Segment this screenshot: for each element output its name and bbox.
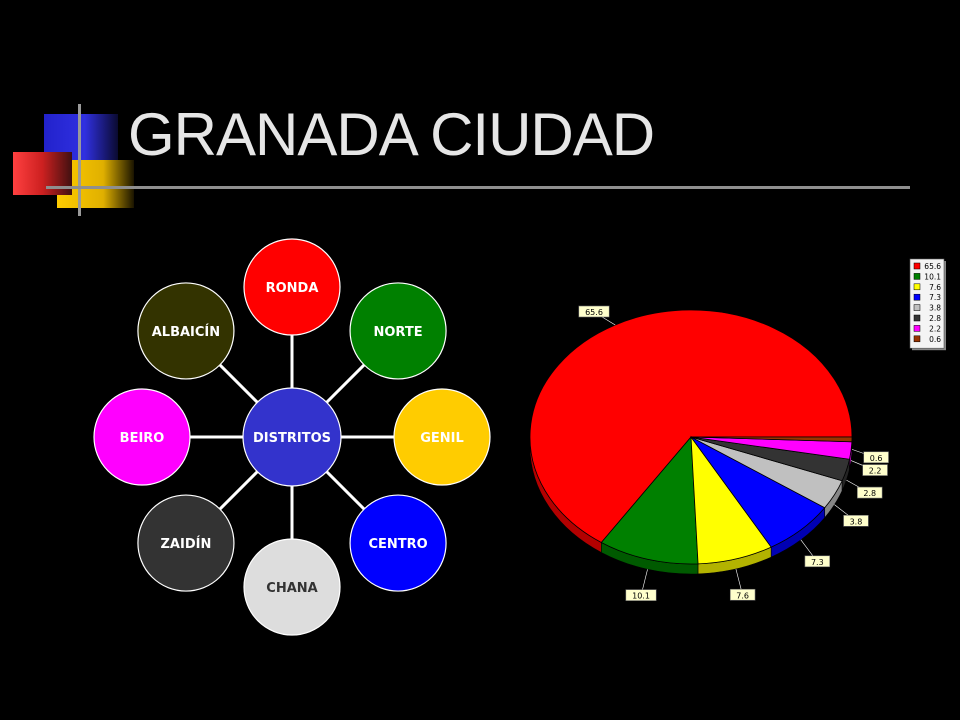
label-box xyxy=(862,464,888,476)
label-box xyxy=(729,588,756,601)
chart-legend: 65.610.1 7.67.3 3.82.82.2 0.6 xyxy=(909,258,946,351)
label-box xyxy=(863,451,889,464)
label-box xyxy=(578,305,610,318)
label-box xyxy=(625,589,657,601)
legend-label: 7.6 xyxy=(929,283,941,292)
data-label: 2.8 xyxy=(846,479,883,499)
district-circle xyxy=(243,538,341,636)
center-circle xyxy=(242,387,342,487)
district-circle xyxy=(349,282,447,380)
legend-entry: 2.2 xyxy=(913,324,941,333)
legend-swatch xyxy=(913,273,921,280)
district-circle xyxy=(243,238,341,336)
data-label: 0.6 xyxy=(851,449,889,464)
data-label: 10.1 xyxy=(625,569,657,601)
pie-slice xyxy=(600,435,699,565)
legend-entry: 7.3 xyxy=(913,293,941,302)
label-text: 65.6 xyxy=(585,308,603,317)
center-label: DISTRITOS xyxy=(253,431,331,446)
pie-slice xyxy=(529,309,853,543)
legend-entry: 2.8 xyxy=(913,314,941,323)
district-label: CENTRO xyxy=(368,537,427,552)
legend-label: 65.6 xyxy=(924,262,941,271)
legend-swatch xyxy=(913,325,921,332)
district-node: ZAIDÍN xyxy=(137,494,235,592)
legend-swatch xyxy=(913,293,921,301)
district-label: RONDA xyxy=(266,281,319,296)
district-node: ALBAICÍN xyxy=(137,282,235,380)
district-circle xyxy=(93,388,191,486)
district-circle xyxy=(137,494,235,592)
district-label: GENIL xyxy=(420,431,464,446)
legend-swatch xyxy=(913,314,921,322)
label-text: 2.2 xyxy=(869,467,882,476)
district-label: BEIRO xyxy=(120,431,165,446)
data-label: 7.3 xyxy=(800,539,831,568)
legend-swatch xyxy=(913,335,921,343)
center-node: DISTRITOS xyxy=(242,387,342,487)
legend-label: 10.1 xyxy=(924,272,941,281)
district-label: ZAIDÍN xyxy=(161,536,212,552)
diagram-nodes: RONDA NORTE GENIL CENTRO CHANA ZAIDÍN BEIRO ALB… xyxy=(93,238,491,636)
legend-label: 2.8 xyxy=(929,314,941,323)
district-node: CENTRO xyxy=(349,494,447,592)
data-label: 65.6 xyxy=(578,305,616,326)
legend-entry: 3.8 xyxy=(913,304,941,313)
label-text: 0.6 xyxy=(870,454,883,463)
legend-entry: 7.6 xyxy=(913,283,941,292)
title-underline xyxy=(46,186,910,189)
district-circle xyxy=(349,494,447,592)
title-vertical-rule xyxy=(78,104,81,216)
legend-label: 7.3 xyxy=(929,293,941,302)
legend-label: 0.6 xyxy=(929,335,941,344)
legend-swatch xyxy=(913,283,921,291)
legend-label: 3.8 xyxy=(929,304,941,313)
label-box xyxy=(804,555,831,568)
data-label: 3.8 xyxy=(834,504,869,527)
district-label: CHANA xyxy=(266,581,317,596)
district-node: RONDA xyxy=(243,238,341,336)
legend-swatch xyxy=(913,304,921,311)
legend-entry: 0.6 xyxy=(913,335,941,344)
pie-slices xyxy=(529,309,853,565)
district-circle xyxy=(393,388,491,486)
label-text: 10.1 xyxy=(632,592,650,601)
label-box xyxy=(857,486,883,499)
district-node: NORTE xyxy=(349,282,447,380)
label-text: 3.8 xyxy=(850,517,863,526)
legend-entry: 65.6 xyxy=(913,262,941,271)
pie-data-labels: 65.6 10.1 7.6 7.3 3.8 2.8 2.2 0.6 xyxy=(578,305,889,601)
district-label: NORTE xyxy=(374,325,423,340)
district-node: BEIRO xyxy=(93,388,191,486)
pie-slice xyxy=(690,436,853,443)
data-label: 7.6 xyxy=(729,568,756,601)
label-text: 7.3 xyxy=(811,558,824,567)
label-text: 7.6 xyxy=(736,591,749,600)
data-label: 2.2 xyxy=(850,460,888,476)
district-circle xyxy=(137,282,235,380)
slide-title: GRANADA CIUDAD xyxy=(128,101,655,168)
district-node: CHANA xyxy=(243,538,341,636)
legend-swatch xyxy=(913,262,921,270)
district-label: ALBAICÍN xyxy=(152,324,220,340)
label-box xyxy=(843,515,869,527)
label-text: 2.8 xyxy=(863,489,876,498)
legend-entry: 10.1 xyxy=(913,272,941,281)
legend-label: 2.2 xyxy=(929,324,941,333)
district-node: GENIL xyxy=(393,388,491,486)
